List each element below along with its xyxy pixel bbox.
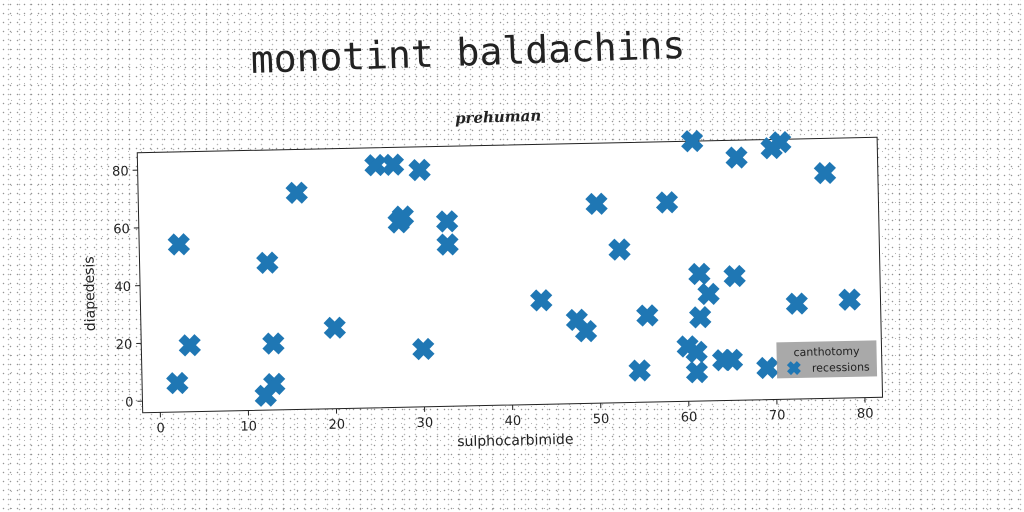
- data-point: [723, 264, 746, 288]
- legend: canthotomy recessions: [776, 340, 878, 379]
- data-point: [323, 316, 346, 340]
- data-point: [785, 292, 809, 315]
- x-tick-label: 20: [328, 417, 345, 432]
- y-tick-label: 80: [112, 164, 129, 179]
- data-point: [166, 371, 189, 395]
- y-tick-label: 40: [114, 280, 131, 295]
- data-point: [408, 158, 431, 182]
- data-point: [391, 205, 415, 228]
- legend-entry-label: recessions: [812, 360, 870, 374]
- data-point: [412, 337, 435, 361]
- data-point: [178, 334, 201, 357]
- x-tick-label: 50: [593, 412, 610, 427]
- legend-title: canthotomy: [793, 345, 860, 359]
- data-point: [689, 306, 712, 329]
- x-tick-label: 80: [857, 406, 874, 421]
- x-tick-label: 60: [681, 410, 698, 425]
- x-tick-label: 10: [240, 419, 257, 434]
- data-point: [530, 289, 553, 312]
- data-point: [263, 372, 286, 396]
- x-tick-label: 70: [769, 408, 786, 423]
- data-point: [628, 359, 651, 382]
- data-point: [685, 340, 708, 364]
- legend-box: [776, 340, 878, 379]
- data-point: [697, 282, 720, 306]
- data-point: [585, 192, 608, 216]
- data-point: [285, 181, 308, 204]
- data-point: [574, 319, 598, 343]
- y-axis-label: diapedesis: [81, 256, 99, 331]
- data-point: [725, 146, 748, 169]
- x-axis-label: sulphocarbimide: [457, 432, 574, 450]
- legend-marker-icon: [786, 361, 801, 376]
- y-tick-label: 20: [116, 338, 133, 353]
- data-point: [688, 262, 711, 286]
- data-point: [381, 153, 405, 176]
- data-point: [769, 130, 792, 154]
- data-point: [436, 233, 459, 256]
- data-point: [167, 233, 191, 256]
- x-tick-label: 30: [416, 416, 433, 431]
- data-point: [680, 129, 704, 153]
- data-point: [685, 361, 709, 384]
- data-point: [256, 251, 279, 274]
- data-point: [636, 304, 659, 327]
- y-tick-label: 60: [113, 222, 130, 237]
- x-tick-label: 40: [505, 414, 522, 429]
- data-point: [262, 332, 285, 355]
- data-point: [756, 356, 779, 380]
- x-tick-label: 0: [156, 421, 165, 436]
- data-point: [608, 238, 631, 261]
- data-point: [655, 191, 679, 214]
- data-point: [813, 161, 837, 185]
- data-point: [364, 153, 387, 177]
- y-tick-label: 0: [125, 395, 134, 410]
- data-point: [435, 210, 459, 233]
- data-point: [838, 288, 861, 311]
- data-point: [720, 348, 744, 372]
